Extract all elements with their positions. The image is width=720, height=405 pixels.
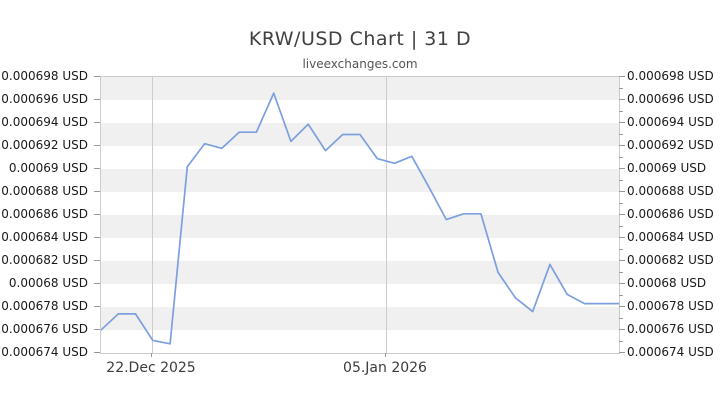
y-axis-tick-right — [619, 203, 623, 204]
y-axis-tick-left — [94, 99, 100, 100]
y-axis-tick-right — [619, 295, 623, 296]
y-axis-label: 0.000696 USD — [627, 92, 714, 106]
x-axis-label-05jan: 05.Jan 2026 — [343, 360, 427, 376]
x-gridline — [386, 77, 387, 353]
y-axis-label: 0.00069 USD — [627, 161, 707, 175]
y-axis-tick-left — [94, 352, 100, 353]
y-axis-tick-left — [94, 260, 100, 261]
y-axis-tick-right — [619, 157, 623, 158]
y-axis-tick-left — [94, 145, 100, 146]
y-axis-label: 0.000694 USD — [1, 115, 88, 129]
y-axis-tick-right — [619, 122, 625, 123]
x-axis-label-22dec: 22.Dec 2025 — [106, 360, 196, 376]
y-axis-tick-right — [619, 318, 623, 319]
x-axis-tick — [151, 353, 152, 357]
y-axis-tick-right — [619, 180, 623, 181]
y-axis-label: 0.000694 USD — [627, 115, 714, 129]
y-axis-label: 0.00068 USD — [8, 276, 88, 290]
price-line-chart — [101, 92, 619, 345]
y-axis-label: 0.000676 USD — [1, 322, 88, 336]
y-axis-label: 0.00068 USD — [627, 276, 707, 290]
y-axis-tick-right — [619, 191, 625, 192]
y-axis-label: 0.000678 USD — [1, 299, 88, 313]
y-axis-tick-left — [94, 329, 100, 330]
y-axis-tick-right — [619, 249, 623, 250]
y-axis-tick-right — [619, 214, 625, 215]
y-axis-label: 0.000698 USD — [1, 69, 88, 83]
y-axis-label: 0.00069 USD — [8, 161, 88, 175]
y-axis-label: 0.000676 USD — [627, 322, 714, 336]
y-axis-tick-right — [619, 76, 625, 77]
y-axis-tick-right — [619, 145, 625, 146]
y-axis-tick-left — [94, 214, 100, 215]
y-axis-tick-right — [619, 272, 623, 273]
y-axis-tick-right — [619, 329, 625, 330]
y-axis-label: 0.000692 USD — [627, 138, 714, 152]
y-axis-tick-right — [619, 88, 623, 89]
y-axis-tick-right — [619, 306, 625, 307]
y-axis-label: 0.000682 USD — [1, 253, 88, 267]
y-axis-tick-left — [94, 168, 100, 169]
y-axis-tick-left — [94, 237, 100, 238]
y-axis-label: 0.000674 USD — [627, 345, 714, 359]
y-axis-label: 0.000674 USD — [1, 345, 88, 359]
y-axis-label: 0.000684 USD — [627, 230, 714, 244]
x-gridline — [152, 77, 153, 353]
y-axis-label: 0.000684 USD — [1, 230, 88, 244]
y-axis-label: 0.000688 USD — [627, 184, 714, 198]
y-axis-tick-right — [619, 352, 625, 353]
y-axis-tick-right — [619, 260, 625, 261]
y-axis-label: 0.000678 USD — [627, 299, 714, 313]
y-axis-label: 0.000698 USD — [627, 69, 714, 83]
y-axis-label: 0.000692 USD — [1, 138, 88, 152]
x-axis-tick — [385, 353, 386, 357]
y-axis-label: 0.000682 USD — [627, 253, 714, 267]
y-axis-tick-right — [619, 226, 623, 227]
y-axis-label: 0.000688 USD — [1, 184, 88, 198]
y-axis-tick-right — [619, 283, 625, 284]
y-axis-tick-right — [619, 99, 625, 100]
y-axis-tick-right — [619, 111, 623, 112]
chart-subtitle: liveexchanges.com — [302, 57, 418, 71]
y-axis-tick-right — [619, 134, 623, 135]
y-axis-tick-right — [619, 237, 625, 238]
y-axis-label: 0.000696 USD — [1, 92, 88, 106]
y-axis-label: 0.000686 USD — [1, 207, 88, 221]
plot-area — [100, 76, 620, 354]
y-axis-tick-left — [94, 306, 100, 307]
y-axis-tick-left — [94, 122, 100, 123]
y-axis-label: 0.000686 USD — [627, 207, 714, 221]
price-line — [101, 92, 619, 345]
y-axis-tick-right — [619, 168, 625, 169]
y-axis-tick-left — [94, 191, 100, 192]
chart-title: KRW/USD Chart | 31 D — [248, 28, 472, 50]
y-axis-tick-left — [94, 76, 100, 77]
y-axis-tick-left — [94, 283, 100, 284]
y-axis-tick-right — [619, 341, 623, 342]
